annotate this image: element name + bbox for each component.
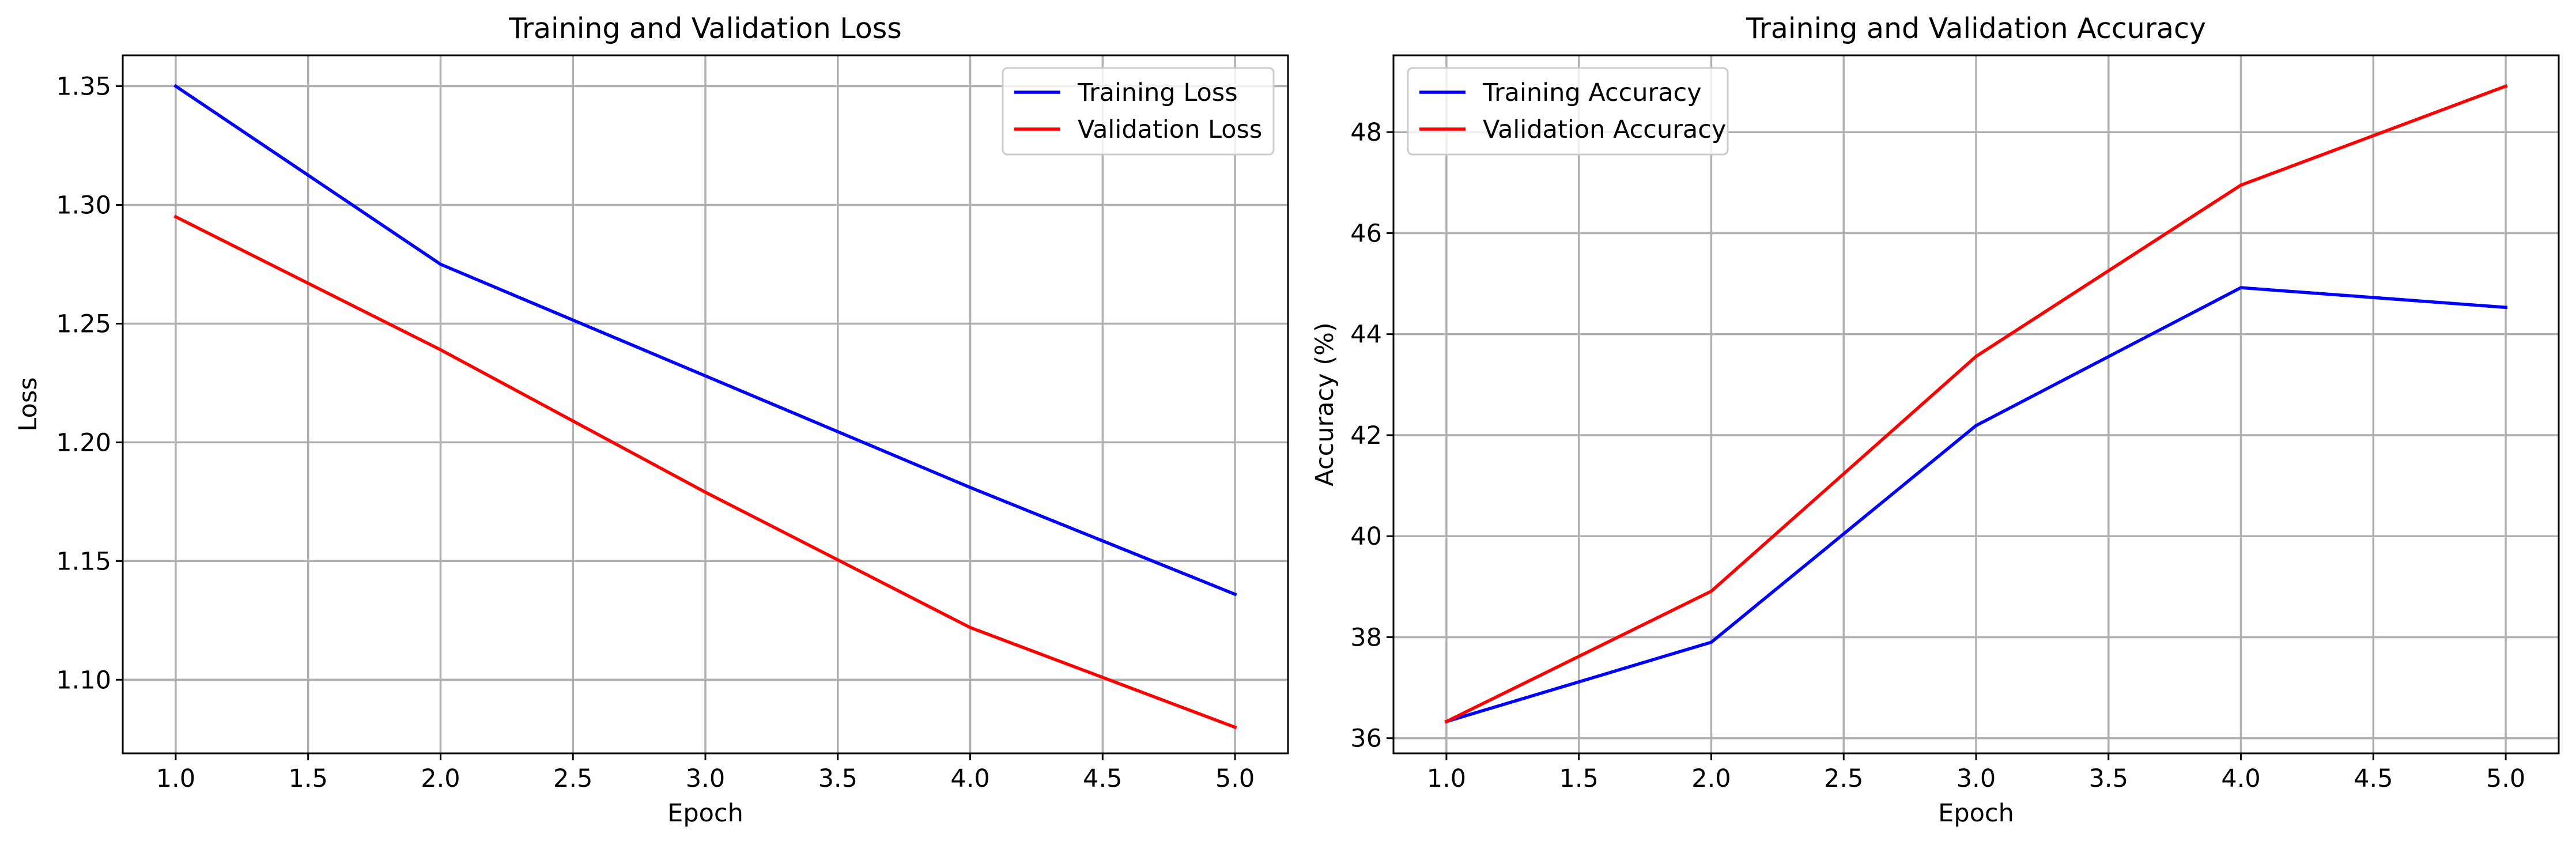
x-tick-label: 3.5 [818, 764, 858, 793]
series-group [173, 84, 1237, 730]
x-tick-label: 1.5 [288, 764, 327, 793]
x-tick-label: 2.5 [1824, 764, 1863, 793]
y-axis-label: Loss [14, 377, 43, 431]
x-axis-label: Epoch [1938, 799, 2014, 828]
x-tick-label: 1.5 [1559, 764, 1598, 793]
axes-frame [122, 54, 1289, 755]
legend-label: Validation Loss [1078, 115, 1262, 144]
series-group [1444, 84, 2508, 724]
gridlines [1393, 55, 2559, 753]
series-line-2 [173, 214, 1237, 730]
legend: Training Accuracy Validation Accuracy [1407, 67, 1729, 156]
y-tick-label: 1.10 [56, 666, 111, 695]
y-tick-label: 1.30 [56, 191, 111, 220]
y-tick-label: 38 [1350, 623, 1382, 652]
x-tick-label: 5.0 [1215, 764, 1255, 793]
y-axis-label: Accuracy (%) [1310, 322, 1339, 486]
x-tick-label: 2.0 [421, 764, 460, 793]
chart-2: 1.0 1.5 2.0 2.5 3.0 3.5 4.0 4.5 5.0 36 38 40 42 44 46 4… [1310, 12, 2560, 828]
legend: Training Loss Validation Loss [1002, 67, 1275, 156]
legend-label: Training Accuracy [1482, 78, 1702, 107]
y-tick-label: 42 [1350, 421, 1382, 450]
y-tick-label: 40 [1350, 522, 1382, 551]
x-tick-label: 5.0 [2486, 764, 2525, 793]
x-tick-label: 3.5 [2089, 764, 2128, 793]
x-tick-label: 4.5 [2354, 764, 2393, 793]
x-tick-label: 2.0 [1691, 764, 1731, 793]
series-line-2 [1444, 84, 2508, 724]
legend-label: Validation Accuracy [1483, 115, 1726, 144]
axes-frame [1392, 54, 2560, 755]
x-tick-label: 4.0 [950, 764, 989, 793]
x-tick-label: 3.0 [1956, 764, 1996, 793]
x-tick-label: 4.5 [1083, 764, 1122, 793]
chart-title: Training and Validation Accuracy [1746, 12, 2206, 45]
y-tick-label: 36 [1350, 725, 1382, 753]
series-line-1 [1444, 286, 2508, 724]
series-line-1 [173, 84, 1237, 597]
x-tick-label: 4.0 [2221, 764, 2260, 793]
y-tick-label: 1.25 [56, 310, 111, 338]
x-tick-label: 1.0 [156, 764, 195, 793]
chart-title: Training and Validation Loss [508, 12, 902, 45]
y-tick-label: 1.35 [56, 73, 111, 101]
gridlines [123, 55, 1288, 753]
x-tick-label: 1.0 [1427, 764, 1466, 793]
y-tick-label: 46 [1350, 219, 1382, 248]
legend-label: Training Loss [1077, 78, 1238, 107]
x-axis-label: Epoch [667, 799, 743, 828]
legend-box [1002, 67, 1275, 156]
x-tick-label: 3.0 [686, 764, 725, 793]
y-tick-label: 1.15 [56, 547, 111, 576]
chart-1: 1.0 1.5 2.0 2.5 3.0 3.5 4.0 4.5 5.0 1.10 1.15 1.20 1… [14, 12, 1289, 828]
y-tick-label: 48 [1350, 118, 1382, 147]
y-tick-label: 1.20 [56, 428, 111, 457]
y-tick-label: 44 [1350, 320, 1382, 349]
legend-box [1407, 67, 1729, 156]
x-tick-label: 2.5 [553, 764, 592, 793]
